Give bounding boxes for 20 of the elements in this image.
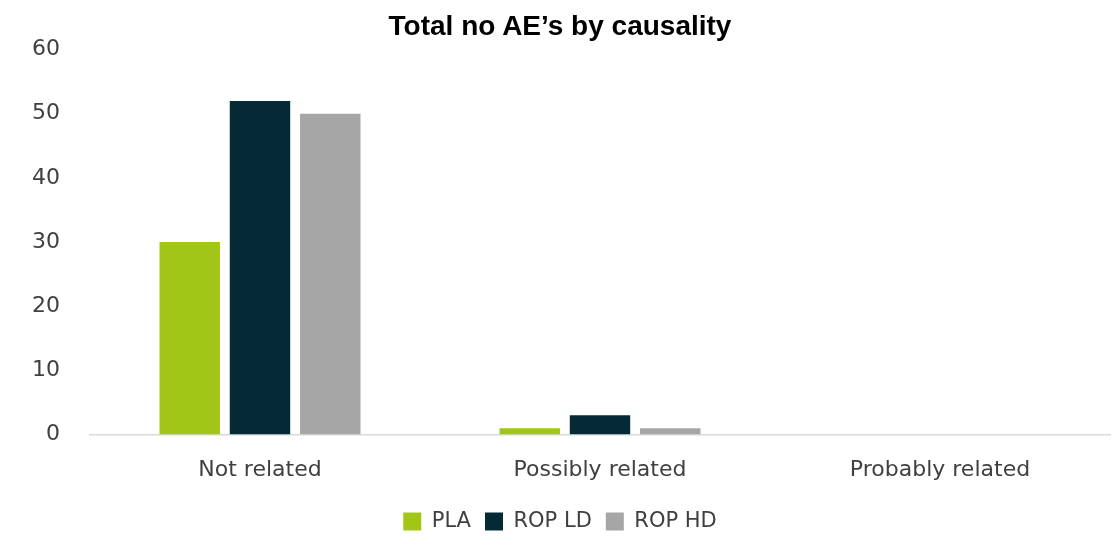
bar <box>229 100 291 435</box>
y-tick-label: 60 <box>31 35 60 61</box>
y-tick-label: 30 <box>31 227 60 253</box>
y-tick-label: 50 <box>31 99 60 125</box>
x-tick-label: Probably related <box>849 455 1031 481</box>
legend-label: ROP HD <box>634 507 717 532</box>
legend-label: ROP LD <box>513 507 592 532</box>
x-tick-label: Not related <box>198 455 322 481</box>
y-tick-label: 10 <box>31 356 60 382</box>
y-tick-label: 20 <box>31 291 60 317</box>
chart-title: Total no AE’s by causality <box>388 9 732 41</box>
bar <box>569 415 631 435</box>
x-tick-label: Possibly related <box>513 455 687 481</box>
legend-label: PLA <box>431 507 472 532</box>
bar <box>499 428 560 435</box>
bar <box>300 113 361 435</box>
y-tick-label: 40 <box>31 163 60 189</box>
bar <box>159 242 220 435</box>
bar <box>640 428 701 435</box>
y-tick-label: 0 <box>45 420 60 446</box>
